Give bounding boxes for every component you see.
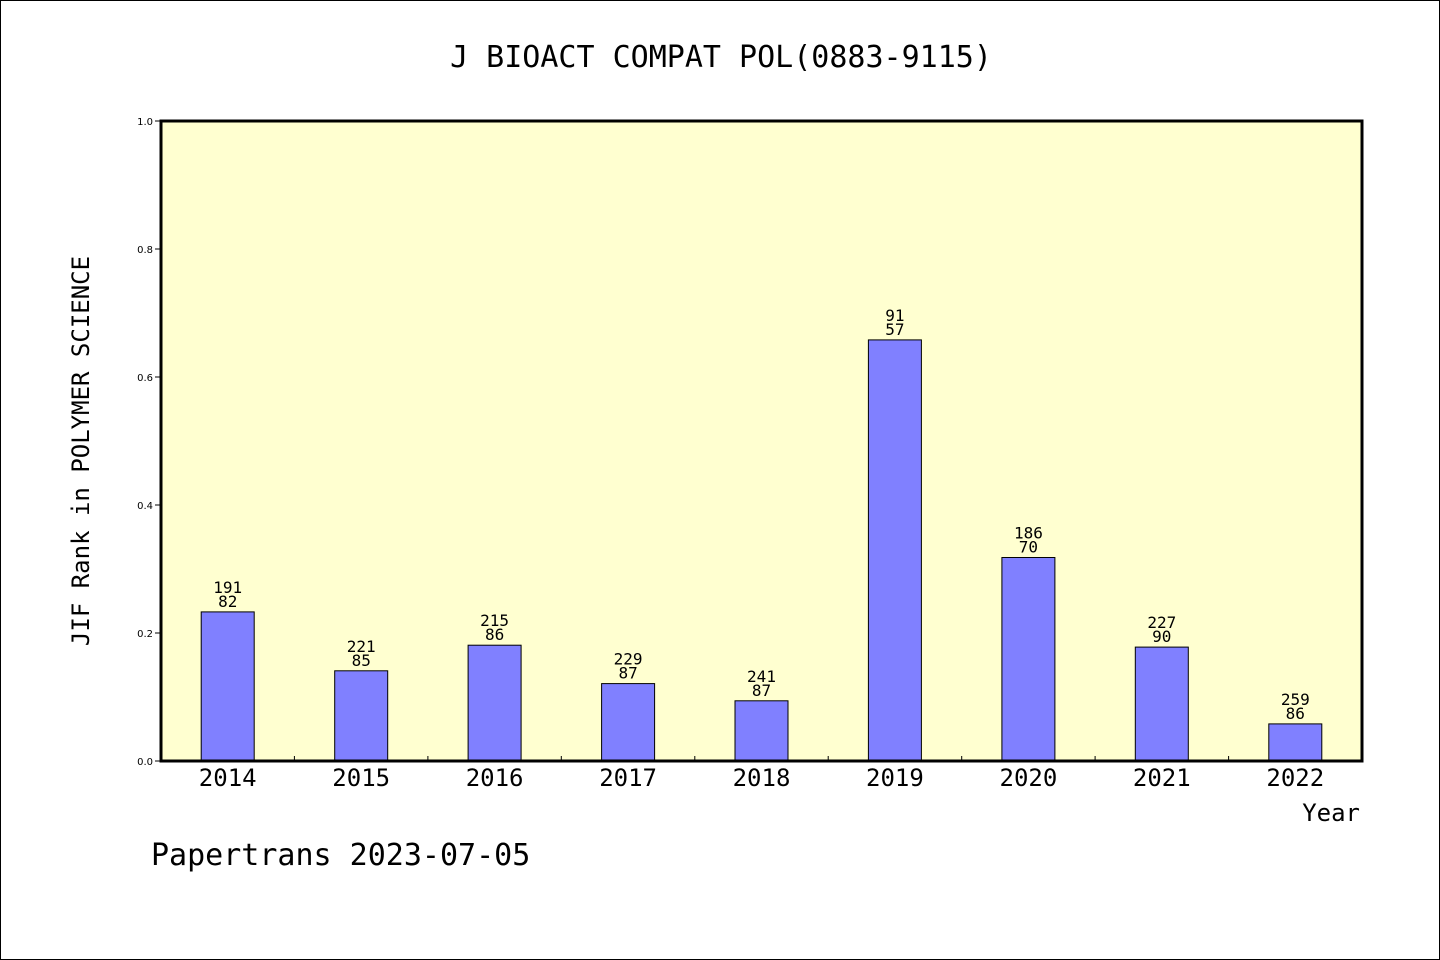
plot-frame [159,119,1364,763]
bar-label-top-2020: 186 [1014,524,1043,543]
bars-group [200,339,1323,762]
bar-label-bottom-2022: 86 [1286,704,1305,723]
bar-label-bottom-2016: 86 [485,625,504,644]
y-axis-label: JIF Rank in POLYMER SCIENCE [67,256,95,646]
chart-title: J BIOACT COMPAT POL(0883-9115) [450,40,992,75]
bar-2014 [200,611,255,762]
bar-label-top-2017: 229 [614,650,643,669]
bar-label-bottom-2017: 87 [618,664,637,683]
bar-label-top-2016: 215 [480,611,509,630]
bar-label-bottom-2021: 90 [1152,627,1171,646]
y-tick-label-1.0: 1.0 [137,117,153,128]
x-axis-ticks: 2014 2015 2016 2017 2018 2019 2020 2021 2022 [199,756,1324,792]
bar-2017 [601,683,656,762]
bar-2015 [334,670,389,762]
x-tick-label-2015: 2015 [332,764,390,792]
x-tick-label-2021: 2021 [1133,764,1191,792]
y-tick-label-0.0: 0.0 [137,757,153,768]
bar-label-bottom-2020: 70 [1019,538,1038,557]
footer-credit: Papertrans 2023-07-05 [151,838,530,873]
bar-label-top-2014: 191 [213,578,242,597]
bar-2020 [1001,557,1056,762]
bar-label-top-2022: 259 [1281,690,1310,709]
x-tick-label-2018: 2018 [733,764,791,792]
x-tick-label-2019: 2019 [866,764,924,792]
x-axis-label: Year [1302,799,1360,827]
y-tick-label-0.4: 0.4 [137,501,153,512]
bar-label-top-2018: 241 [747,667,776,686]
bar-2019 [867,339,922,762]
bar-2018 [734,700,789,762]
bar-label-top-2019: 91 [885,306,904,325]
y-tick-label-0.8: 0.8 [137,245,153,256]
x-tick-label-2016: 2016 [466,764,524,792]
x-tick-label-2020: 2020 [1000,764,1058,792]
bar-label-bottom-2014: 82 [218,592,237,611]
bar-label-top-2021: 227 [1147,613,1176,632]
y-axis-ticks: 0.0 0.2 0.4 0.6 0.8 1.0 [137,117,161,768]
bar-2022 [1268,723,1323,762]
y-tick-label-0.2: 0.2 [137,629,153,640]
x-tick-label-2014: 2014 [199,764,257,792]
bar-2021 [1134,646,1189,762]
y-tick-label-0.6: 0.6 [137,373,153,384]
bar-label-bottom-2018: 87 [752,681,771,700]
bar-label-top-2015: 221 [347,637,376,656]
x-tick-label-2022: 2022 [1266,764,1324,792]
bar-label-bottom-2019: 57 [885,320,904,339]
bar-2016 [467,644,522,762]
bar-label-bottom-2015: 85 [352,651,371,670]
x-tick-label-2017: 2017 [599,764,657,792]
